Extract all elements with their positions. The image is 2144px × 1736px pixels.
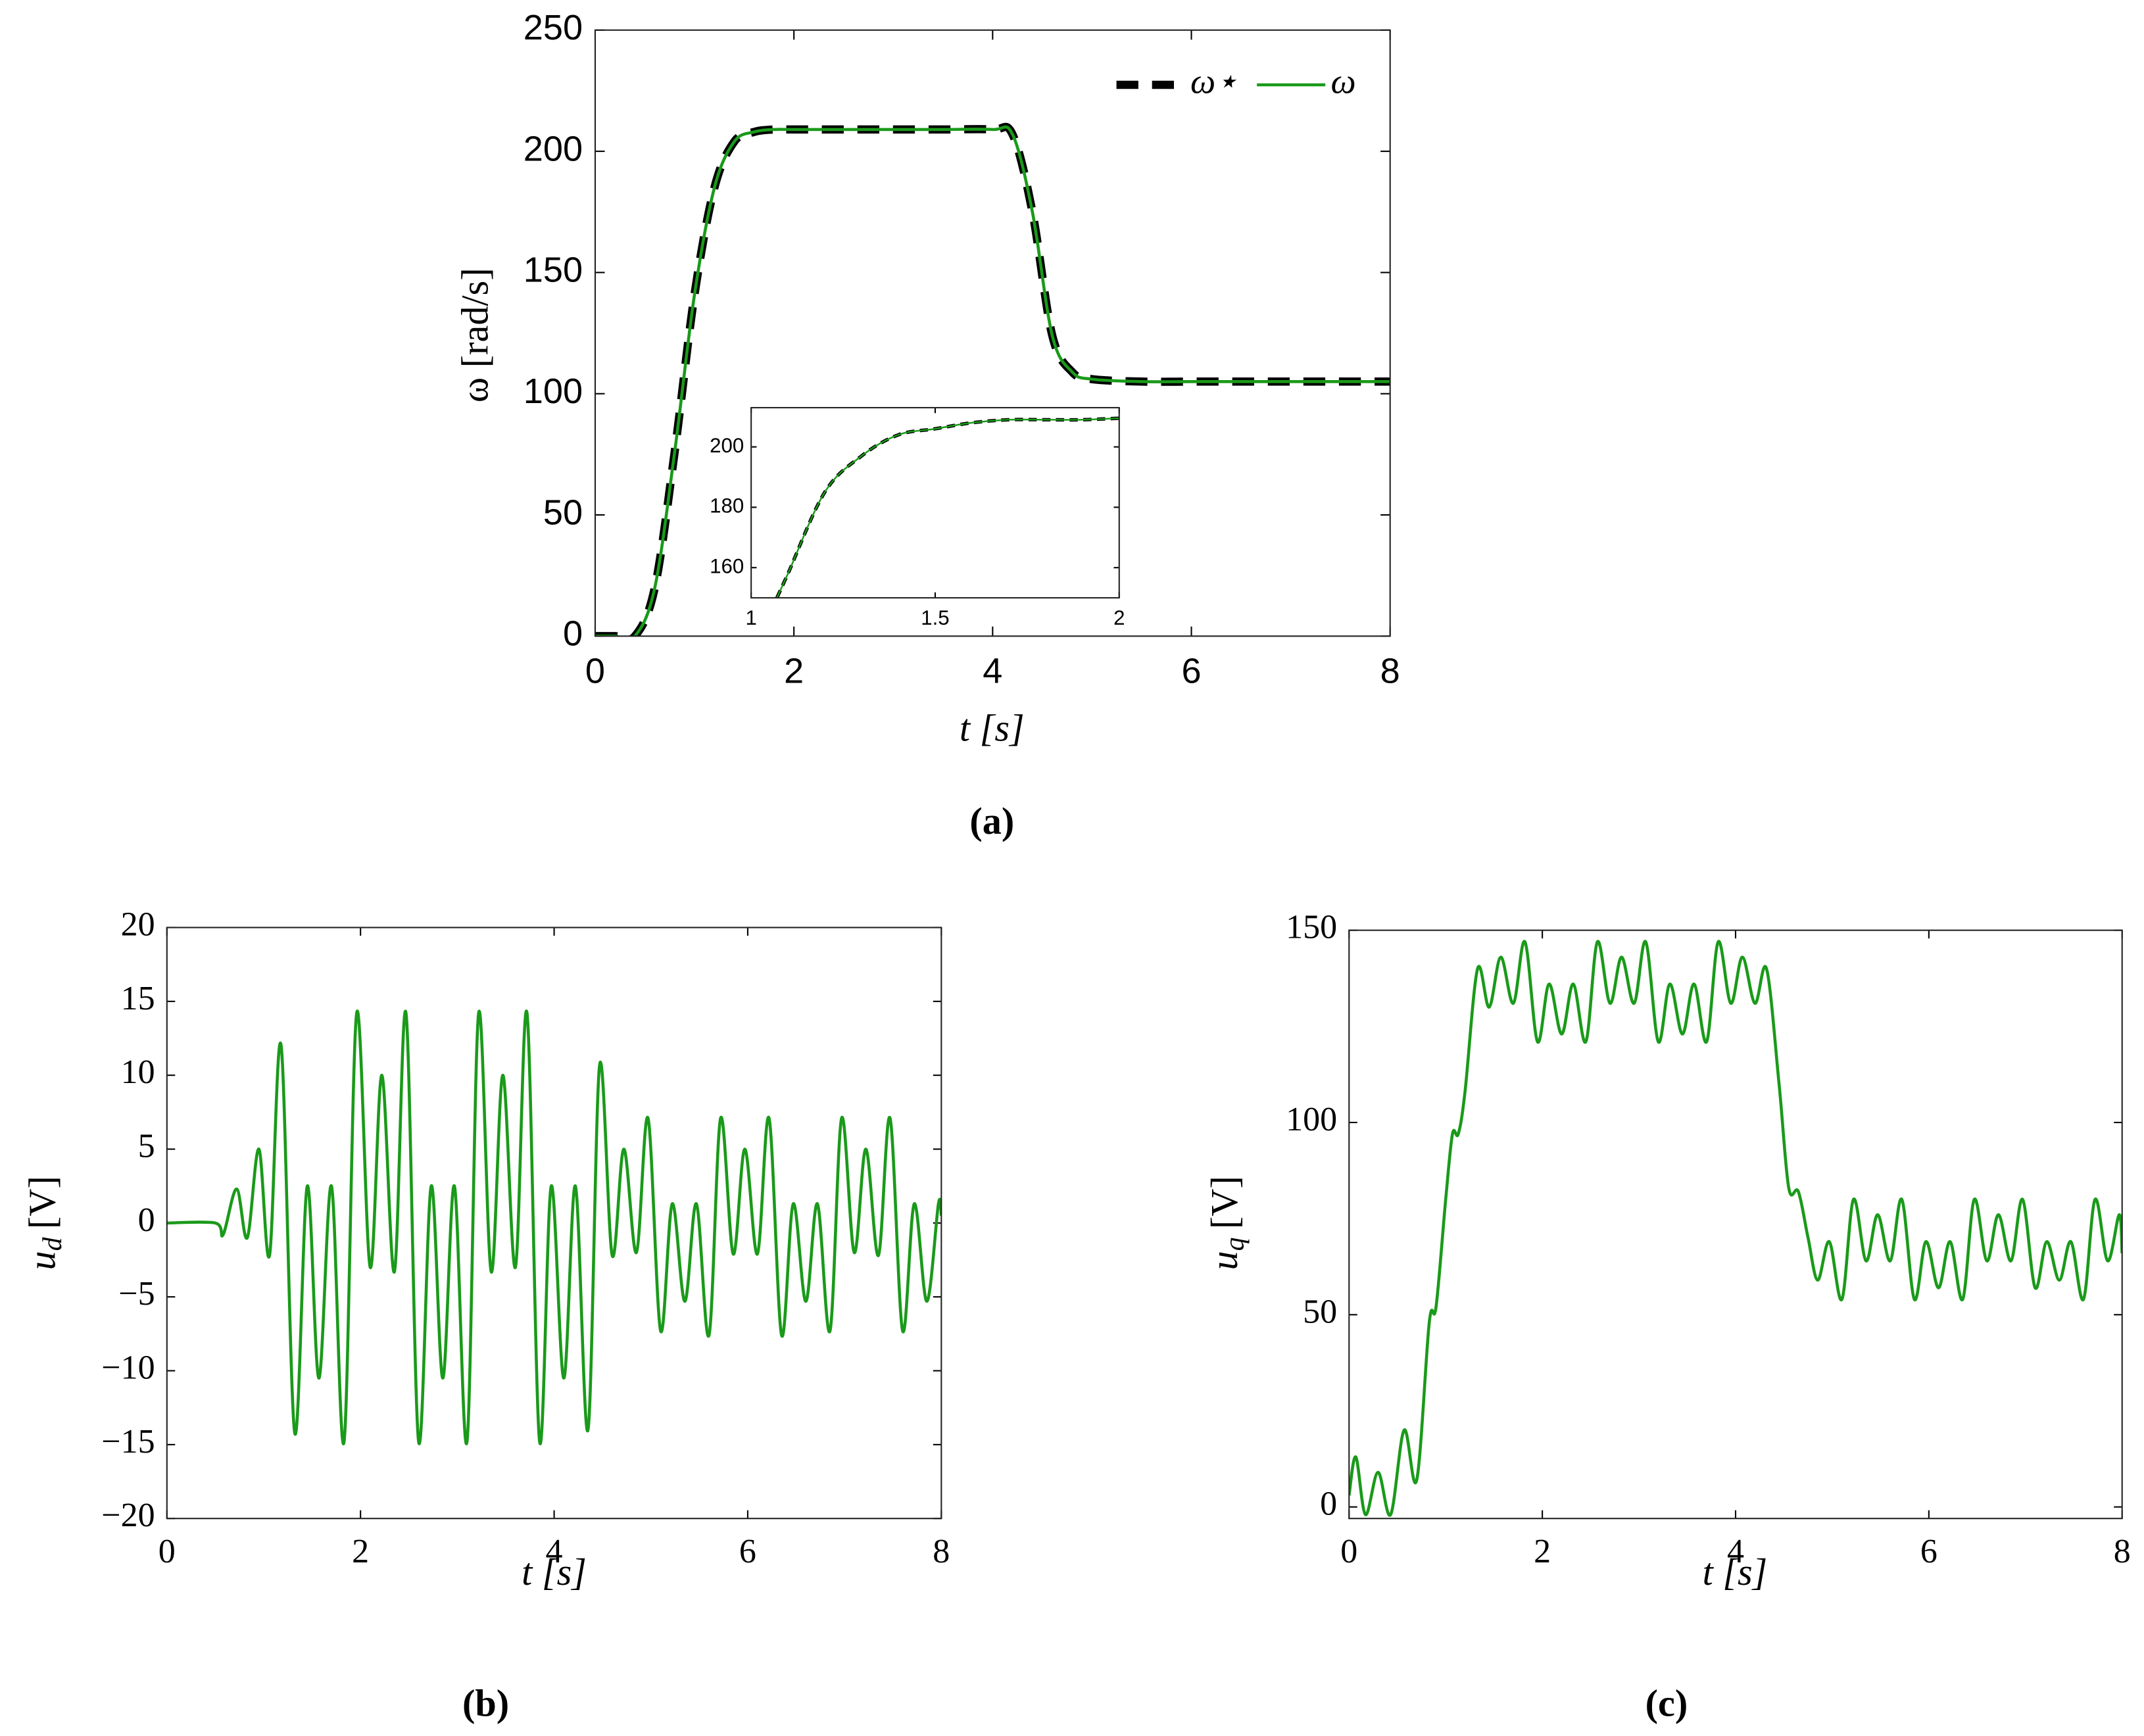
y-label-base: u [1204, 1251, 1246, 1270]
line-series [1349, 940, 2122, 1517]
y-label-unit: [V] [21, 1176, 64, 1229]
plot-lines [166, 1009, 942, 1445]
y-tick-label: −15 [101, 1423, 155, 1460]
y-tick-label: 0 [138, 1201, 155, 1239]
y-tick-label: 10 [121, 1053, 155, 1091]
y-axis-label: ud [V] [21, 1176, 67, 1270]
x-tick-label: 2 [352, 1533, 369, 1570]
axes-frame [1348, 929, 2123, 1520]
line-series [776, 417, 1119, 598]
panel: 0 2 4 6 8 −20 −15 −10 −5 0 5 10 15 20 t [s] ud [V] (b) [21, 905, 950, 1724]
y-tick-label: 200 [524, 129, 583, 168]
y-tick-label: 0 [1320, 1485, 1337, 1523]
legend-label: ω⋆ [1190, 61, 1238, 101]
plot-lines [1349, 940, 2122, 1517]
x-tick-label: 4 [546, 1533, 563, 1570]
y-axis-label: uq [V] [1204, 1176, 1250, 1270]
plot-lines [775, 416, 1119, 598]
x-tick-label: 8 [2114, 1533, 2131, 1570]
inset-background [751, 407, 1119, 598]
x-tick-label: 2 [1113, 606, 1125, 629]
x-tick-label: 0 [1340, 1533, 1357, 1570]
x-axis-label: t [s] [960, 706, 1025, 749]
y-tick-label: 250 [524, 8, 583, 47]
panel-caption: (b) [462, 1682, 509, 1725]
axes-frame [750, 406, 1120, 599]
y-tick-label: −20 [101, 1497, 155, 1534]
y-label-sub: q [1219, 1238, 1249, 1251]
x-tick-label: 4 [983, 651, 1002, 690]
x-tick-label: 1 [745, 606, 756, 629]
x-tick-label: 1.5 [921, 606, 949, 629]
x-tick-label: 6 [1181, 651, 1201, 690]
y-tick-label: 20 [121, 905, 155, 943]
y-tick-label: 50 [1303, 1293, 1337, 1330]
line-series [166, 1009, 942, 1445]
y-tick-label: 160 [710, 554, 744, 577]
x-tick-label: 8 [1380, 651, 1400, 690]
y-tick-label: −5 [118, 1275, 155, 1313]
x-tick-label: 6 [1920, 1533, 1937, 1570]
line-series [595, 125, 1390, 637]
y-tick-label: 50 [543, 493, 583, 532]
plot-lines [595, 122, 1390, 637]
y-tick-label: 150 [1286, 909, 1337, 946]
y-tick-label: 150 [524, 251, 583, 290]
panel-caption: (c) [1645, 1682, 1688, 1725]
y-label-unit: [V] [1204, 1176, 1246, 1229]
y-axis-label: ω [rad/s] [454, 268, 497, 402]
x-tick-label: 0 [585, 651, 605, 690]
y-tick-label: 200 [710, 434, 744, 457]
y-tick-label: 15 [121, 980, 155, 1017]
y-tick-label: −10 [101, 1349, 155, 1386]
x-tick-label: 0 [158, 1533, 176, 1570]
panel: 0 2 4 6 8 0 50 100 150 t [s] uq [V] (c) [1204, 909, 2131, 1725]
panel: 1 1.5 2 160 180 200 [710, 406, 1125, 629]
x-tick-label: 4 [1727, 1533, 1744, 1570]
panel: 0 2 4 6 8 0 50 100 150 200 250 ω⋆ ω t [s] ω [rad/s] (a) [454, 8, 1400, 842]
y-label-sub: d [37, 1237, 67, 1251]
legend-label: ω [1330, 61, 1355, 101]
x-tick-label: 6 [739, 1533, 756, 1570]
y-tick-label: 180 [710, 494, 744, 518]
panel-caption: (a) [969, 800, 1014, 842]
x-tick-label: 2 [784, 651, 804, 690]
x-axis-label: t [s] [522, 1551, 587, 1593]
y-label-base: u [21, 1251, 64, 1270]
x-axis-label: t [s] [1703, 1551, 1768, 1593]
axes-frame [166, 927, 942, 1520]
y-tick-label: 0 [563, 614, 583, 654]
y-tick-label: 100 [1286, 1101, 1337, 1138]
axes-frame [594, 29, 1391, 637]
x-tick-label: 2 [1534, 1533, 1551, 1570]
y-tick-label: 100 [524, 372, 583, 411]
y-tick-label: 5 [138, 1127, 155, 1165]
x-tick-label: 8 [933, 1533, 950, 1570]
